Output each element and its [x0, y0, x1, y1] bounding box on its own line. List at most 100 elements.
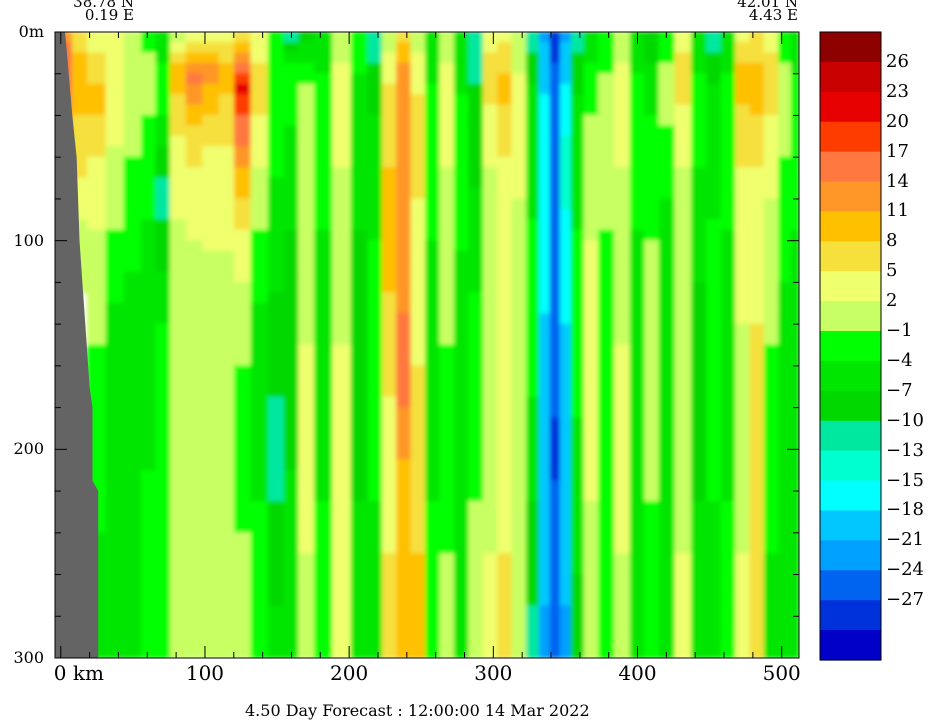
heatmap-cell [720, 219, 737, 231]
heatmap-cell [511, 448, 527, 461]
heatmap-cell [706, 511, 722, 523]
heatmap-cell [674, 208, 693, 221]
heatmap-cell [763, 261, 780, 273]
heatmap-cell [396, 167, 412, 179]
heatmap-cell [468, 501, 484, 513]
heatmap-cell [691, 125, 708, 137]
heatmap-cell [749, 490, 765, 502]
heatmap-cell [267, 104, 285, 116]
heatmap-cell [283, 438, 300, 450]
heatmap-cell [439, 250, 455, 263]
heatmap-cell [155, 626, 171, 638]
heatmap-cell [790, 62, 799, 75]
heatmap-cell [674, 386, 693, 398]
heatmap-cell [410, 553, 427, 565]
heatmap-cell [706, 563, 722, 576]
heatmap-cell [367, 626, 383, 638]
heatmap-cell [314, 469, 334, 482]
heatmap-cell [453, 396, 470, 409]
heatmap-cell [350, 83, 369, 96]
heatmap-cell [367, 271, 383, 283]
heatmap-cell [298, 188, 316, 200]
heatmap-cell [778, 407, 792, 419]
heatmap-cell [674, 469, 693, 482]
heatmap-cell [468, 73, 484, 85]
heatmap-cell [482, 52, 499, 64]
heatmap-cell [691, 532, 708, 544]
heatmap-cell [598, 104, 615, 116]
heatmap-cell [629, 448, 646, 461]
heatmap-cell [482, 365, 499, 377]
heatmap-cell [298, 94, 316, 106]
heatmap-cell [350, 615, 369, 628]
heatmap-cell [169, 240, 187, 252]
heatmap-cell [482, 313, 499, 325]
heatmap-cell [185, 125, 204, 137]
heatmap-cell [267, 636, 285, 649]
heatmap-cell [381, 386, 398, 398]
heatmap-cell [778, 167, 792, 179]
heatmap-cell [367, 52, 383, 64]
heatmap-cell [283, 594, 300, 607]
heatmap-cell [583, 521, 600, 534]
heatmap-cell [332, 375, 352, 388]
heatmap-cell [155, 344, 171, 356]
heatmap-cell [123, 427, 143, 440]
heatmap-cell [298, 302, 316, 315]
heatmap-cell [549, 177, 561, 189]
heatmap-cell [778, 480, 792, 492]
heatmap-cell [511, 407, 527, 419]
heatmap-cell [202, 354, 220, 367]
heatmap-cell [250, 553, 269, 565]
heatmap-cell [123, 104, 143, 116]
heatmap-cell [439, 584, 455, 596]
heatmap-cell [234, 490, 252, 502]
heatmap-cell [511, 292, 527, 304]
heatmap-cell [613, 647, 631, 658]
heatmap-cell [644, 240, 660, 252]
heatmap-cell [381, 188, 398, 200]
heatmap-cell [71, 114, 88, 127]
heatmap-cell [468, 135, 484, 148]
heatmap-cell [314, 344, 334, 356]
heatmap-cell [778, 459, 792, 471]
heatmap-cell [691, 146, 708, 158]
heatmap-cell [234, 532, 252, 544]
heatmap-cell [141, 323, 157, 336]
heatmap-cell [250, 594, 269, 607]
heatmap-cell [559, 135, 572, 148]
heatmap-cell [706, 407, 722, 419]
heatmap-cell [629, 146, 646, 158]
heatmap-cell [559, 375, 572, 388]
heatmap-cell [674, 302, 693, 315]
heatmap-cell [367, 323, 383, 336]
heatmap-cell [549, 146, 561, 158]
heatmap-cell [691, 271, 708, 283]
heatmap-cell [629, 313, 646, 325]
heatmap-cell [283, 281, 300, 294]
heatmap-cell [549, 490, 561, 502]
heatmap-cell [511, 302, 527, 315]
heatmap-cell [706, 626, 722, 638]
heatmap-cell [658, 261, 676, 273]
heatmap-cell [439, 104, 455, 116]
heatmap-cell [439, 427, 455, 440]
heatmap-cell [234, 605, 252, 617]
heatmap-cell [86, 344, 107, 356]
heatmap-cell [185, 636, 204, 649]
heatmap-cell [559, 365, 572, 377]
heatmap-cell [185, 302, 204, 315]
heatmap-cell [250, 208, 269, 221]
heatmap-cell [691, 542, 708, 555]
heatmap-cell [410, 135, 427, 148]
heatmap-cell [396, 135, 412, 148]
colorbar-label: −15 [886, 469, 924, 491]
heatmap-cell [71, 208, 88, 221]
heatmap-cell [644, 396, 660, 409]
heatmap-cell [71, 94, 88, 106]
heatmap-cell [549, 250, 561, 263]
heatmap-cell [123, 396, 143, 409]
heatmap-cell [511, 334, 527, 346]
heatmap-cell [570, 490, 585, 502]
heatmap-cell [497, 521, 513, 534]
